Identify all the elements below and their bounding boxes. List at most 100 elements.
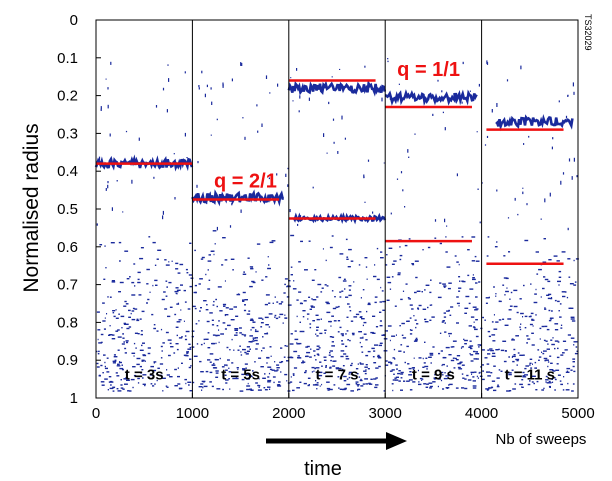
scatter-point bbox=[360, 385, 364, 387]
scatter-point bbox=[215, 342, 217, 345]
scatter-point bbox=[475, 282, 478, 284]
scatter-point bbox=[184, 71, 186, 74]
scatter-point bbox=[470, 360, 474, 362]
scatter-point bbox=[361, 351, 364, 353]
scatter-point bbox=[162, 377, 166, 379]
scatter-point bbox=[121, 343, 125, 345]
scatter-point bbox=[491, 321, 494, 323]
scatter-point bbox=[331, 336, 335, 338]
scatter-point bbox=[482, 370, 484, 372]
scatter-point bbox=[108, 334, 111, 336]
scatter-point bbox=[539, 338, 541, 340]
scatter-point bbox=[126, 379, 130, 381]
scatter-point bbox=[103, 278, 106, 280]
scatter-point bbox=[286, 296, 290, 298]
scatter-point bbox=[312, 186, 314, 189]
scatter-point bbox=[239, 390, 244, 392]
scatter-point bbox=[121, 327, 123, 329]
scatter-point bbox=[201, 389, 203, 391]
scatter-point bbox=[284, 314, 286, 316]
scatter-point bbox=[408, 374, 413, 376]
scatter-point bbox=[149, 291, 151, 293]
scatter-point bbox=[308, 97, 310, 101]
band-layer bbox=[94, 79, 574, 225]
scatter-point bbox=[237, 368, 239, 371]
y-tick-label: 0.1 bbox=[57, 50, 78, 67]
scatter-point bbox=[342, 280, 347, 282]
scatter-point bbox=[543, 276, 546, 278]
scatter-point bbox=[112, 362, 116, 364]
scatter-point bbox=[206, 320, 210, 323]
scatter-point bbox=[184, 301, 187, 303]
scatter-point bbox=[384, 330, 388, 332]
scatter-point bbox=[325, 366, 327, 368]
scatter-point bbox=[524, 239, 529, 242]
scatter-point bbox=[244, 351, 247, 354]
scatter-point bbox=[228, 371, 232, 373]
scatter-point bbox=[326, 311, 331, 314]
scatter-point bbox=[153, 324, 156, 326]
scatter-point bbox=[446, 310, 450, 312]
scatter-point bbox=[328, 320, 331, 323]
scatter-point bbox=[296, 299, 299, 301]
scatter-point bbox=[393, 348, 396, 351]
scatter-point bbox=[250, 318, 254, 320]
scatter-point bbox=[166, 369, 168, 371]
scatter-point bbox=[152, 241, 156, 244]
scatter-point bbox=[454, 255, 457, 257]
scatter-point bbox=[543, 357, 548, 360]
scatter-point bbox=[441, 90, 443, 93]
scatter-point bbox=[234, 334, 238, 336]
scatter-point bbox=[363, 321, 367, 324]
scatter-point bbox=[260, 366, 264, 368]
scatter-point bbox=[506, 79, 509, 82]
scatter-point bbox=[255, 382, 258, 384]
scatter-point bbox=[561, 291, 566, 293]
scatter-point bbox=[315, 367, 320, 369]
scatter-point bbox=[344, 387, 347, 390]
scatter-point bbox=[362, 383, 365, 385]
scatter-point bbox=[572, 383, 575, 385]
scatter-point bbox=[424, 321, 429, 323]
scatter-point bbox=[208, 279, 211, 281]
x-tick-label: 4000 bbox=[465, 405, 498, 422]
scatter-point bbox=[243, 271, 245, 273]
scatter-point bbox=[245, 374, 250, 376]
scatter-point bbox=[310, 305, 314, 307]
scatter-point bbox=[349, 339, 351, 342]
scatter-point bbox=[244, 299, 248, 301]
scatter-point bbox=[265, 276, 268, 278]
scatter-point bbox=[565, 389, 570, 391]
scatter-point bbox=[530, 283, 532, 285]
scatter-point bbox=[103, 328, 106, 330]
scatter-point bbox=[385, 264, 388, 266]
scatter-point bbox=[525, 365, 529, 367]
scatter-point bbox=[177, 375, 180, 378]
scatter-point bbox=[496, 241, 498, 243]
scatter-point bbox=[509, 298, 511, 300]
scatter-point bbox=[560, 354, 564, 356]
scatter-point bbox=[450, 306, 454, 308]
scatter-point bbox=[212, 367, 217, 369]
scatter-point bbox=[353, 281, 355, 283]
scatter-point bbox=[356, 373, 359, 375]
scatter-point bbox=[241, 378, 245, 381]
scatter-point bbox=[387, 281, 392, 284]
scatter-point bbox=[304, 361, 306, 363]
scatter-point bbox=[209, 312, 213, 314]
scatter-point bbox=[490, 372, 493, 374]
scatter-point bbox=[333, 384, 336, 386]
scatter-point bbox=[317, 283, 322, 286]
scatter-point bbox=[429, 291, 432, 294]
scatter-point bbox=[537, 349, 540, 351]
scatter-point bbox=[557, 341, 560, 343]
scatter-point bbox=[456, 302, 460, 305]
scatter-point bbox=[572, 358, 576, 360]
scatter-point bbox=[359, 379, 363, 382]
scatter-point bbox=[504, 350, 507, 352]
scatter-point bbox=[547, 361, 550, 363]
scatter-point bbox=[115, 309, 117, 311]
scatter-point bbox=[247, 257, 250, 259]
scatter-point bbox=[490, 386, 493, 389]
scatter-point bbox=[316, 329, 319, 331]
